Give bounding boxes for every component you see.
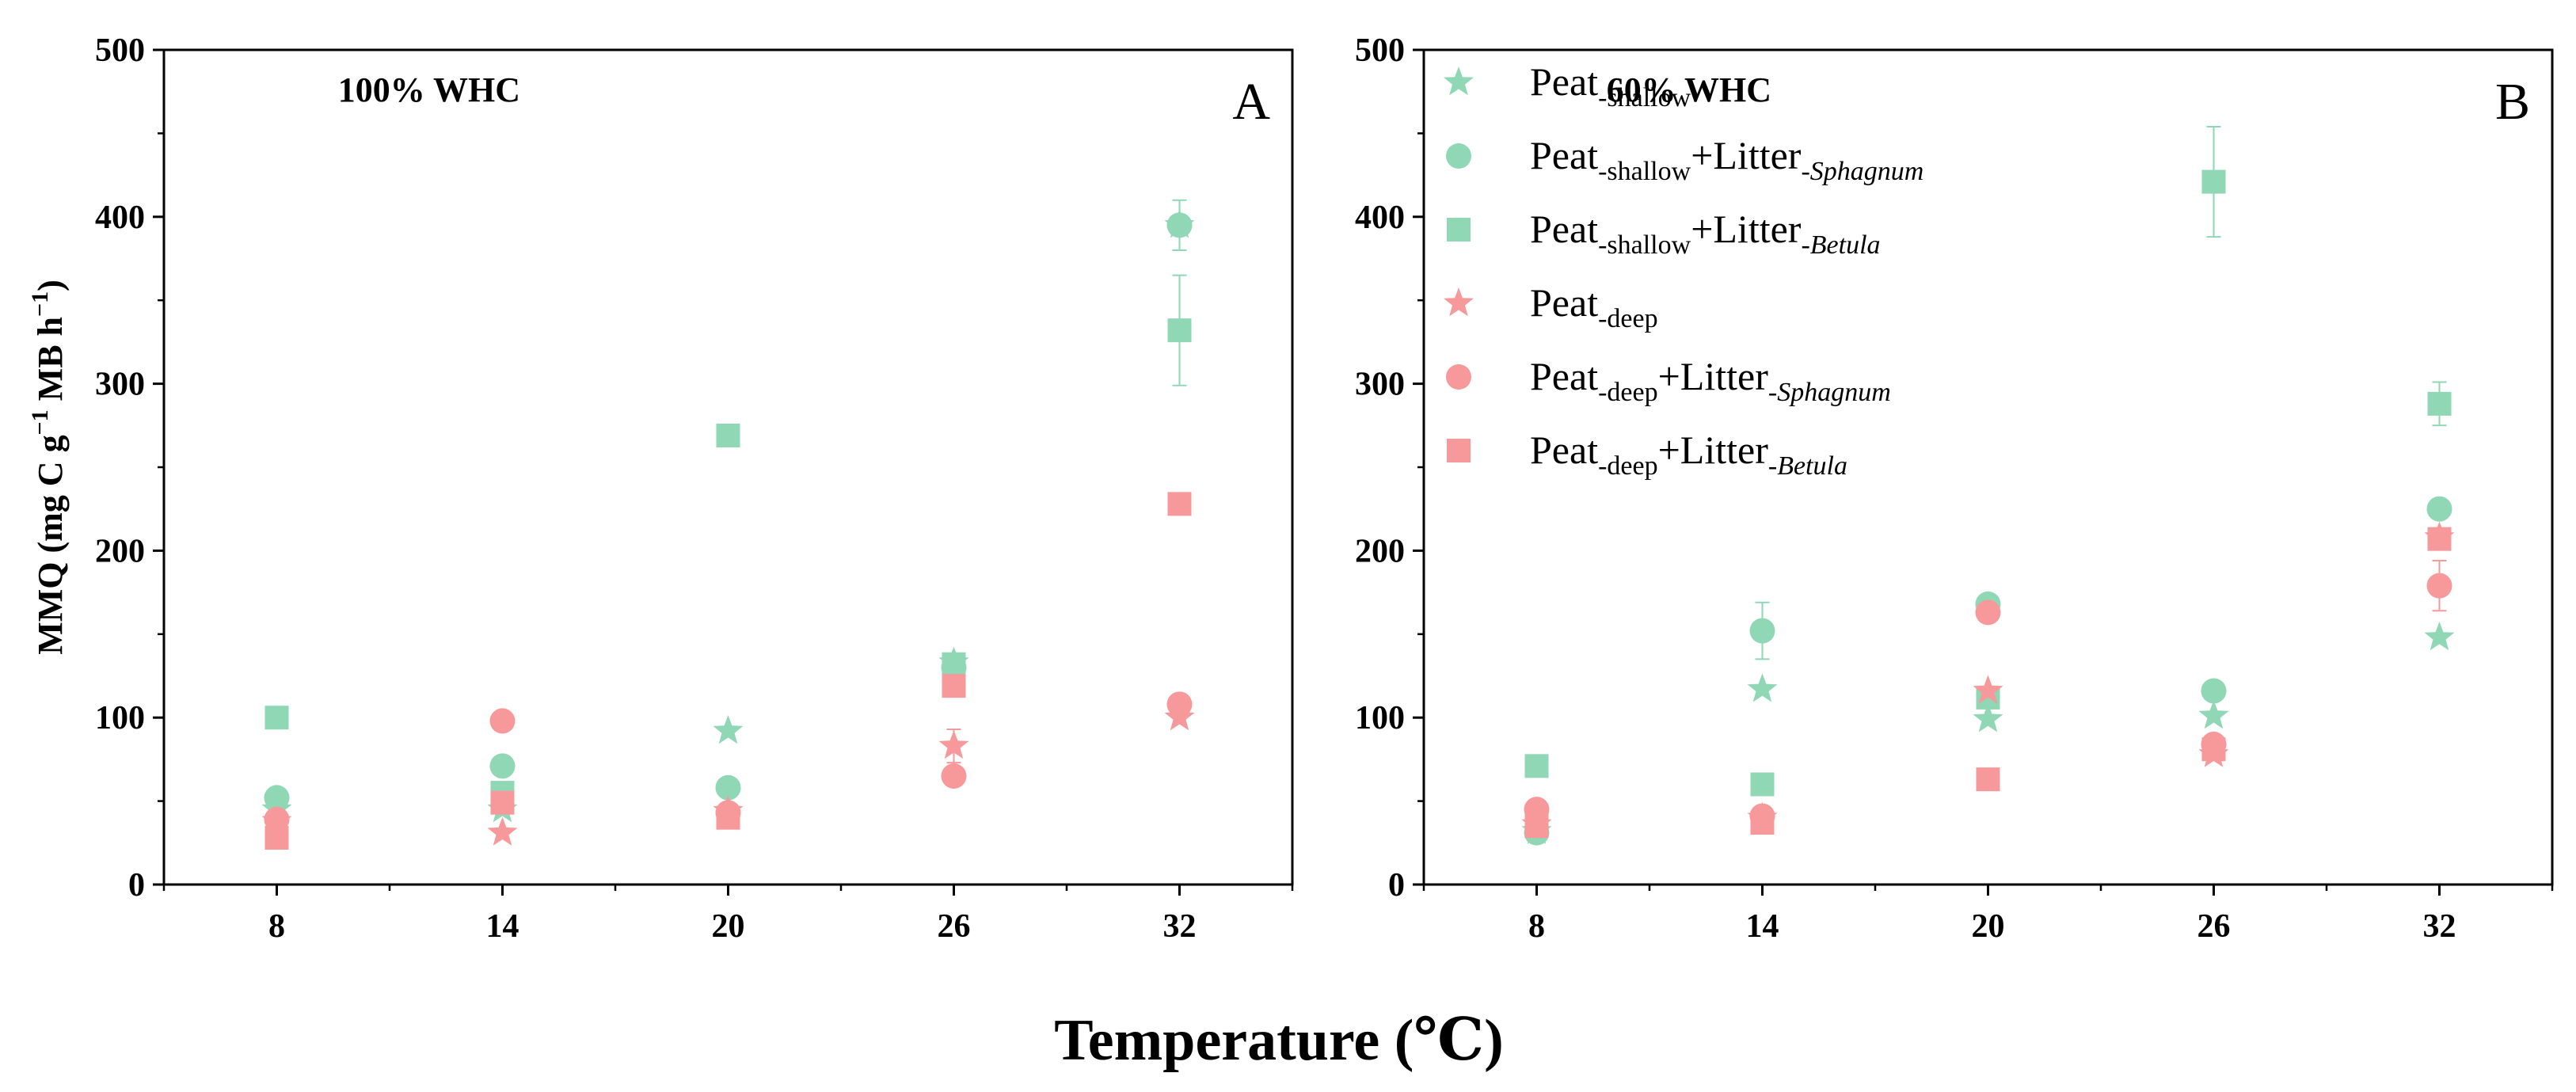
- data-point: [264, 706, 289, 730]
- series-shallow-sphagnum: [1524, 496, 2452, 846]
- y-tick-label: 500: [1355, 32, 1405, 69]
- panel-letter: A: [1232, 73, 1270, 131]
- data-point: [2427, 527, 2452, 551]
- data-point: [1973, 703, 2003, 732]
- legend-label: Peat-deep+Litter-Betula: [1530, 428, 1847, 481]
- panel-b: 0 100 200 300 400 500 8 14 20 26 32 60% WHC B: [1355, 32, 2554, 945]
- legend-item-deep-peat: Peat-deep: [1444, 280, 1658, 333]
- y-tick-label: 500: [95, 32, 145, 69]
- legend-label: Peat-shallow: [1530, 59, 1691, 112]
- series-shallow-betula: [1524, 125, 2452, 797]
- data-point: [264, 806, 290, 832]
- data-point: [2426, 573, 2452, 599]
- data-point: [715, 774, 741, 801]
- panel-title: 60% WHC: [1607, 70, 1771, 109]
- data-point: [1166, 212, 1193, 238]
- panel-title: 100% WHC: [338, 70, 520, 109]
- y-tick-label: 100: [1355, 700, 1405, 736]
- data-point: [2201, 678, 2227, 704]
- data-point: [1524, 814, 1549, 839]
- series-deep-betula: [264, 492, 1192, 850]
- legend-item-shallow-peat: Peat-shallow: [1444, 59, 1691, 112]
- x-tick-label: 32: [2423, 908, 2456, 945]
- legend-marker: [1444, 287, 1474, 317]
- data-point: [713, 715, 744, 744]
- data-point: [942, 652, 966, 676]
- x-tick-label: 32: [1163, 908, 1197, 945]
- data-point: [1167, 492, 1192, 516]
- y-tick-label: 300: [95, 367, 145, 403]
- legend: Peat-shallow Peat-shallow+Litter-Sphagnum…: [1444, 59, 1923, 481]
- y-tick-label: 300: [1355, 367, 1405, 403]
- x-tick-label: 20: [712, 908, 745, 945]
- legend-label: Peat-shallow+Litter-Sphagnum: [1530, 133, 1923, 186]
- panel-letter: B: [2495, 73, 2530, 131]
- data-point: [1747, 673, 1778, 702]
- legend-label: Peat-shallow+Litter-Betula: [1530, 207, 1881, 260]
- data-point: [938, 730, 969, 759]
- legend-label: Peat-deep+Litter-Sphagnum: [1530, 354, 1891, 407]
- x-tick-label: 8: [1528, 908, 1545, 945]
- data-point: [487, 816, 518, 846]
- data-point: [490, 790, 515, 815]
- series-shallow-peat: [261, 209, 1195, 823]
- data-point: [489, 708, 516, 734]
- data-point: [2424, 622, 2455, 651]
- y-tick-label: 200: [1355, 533, 1405, 569]
- data-point: [1750, 772, 1775, 797]
- data-point: [1166, 691, 1193, 717]
- legend-marker: [1447, 218, 1471, 242]
- y-tick-label: 200: [95, 533, 145, 569]
- data-point: [2427, 391, 2452, 416]
- x-tick-label: 26: [2197, 908, 2231, 945]
- data-point: [716, 805, 740, 830]
- data-point: [264, 785, 290, 811]
- legend-item-shallow-sphagnum: Peat-shallow+Litter-Sphagnum: [1446, 133, 1923, 186]
- data-point: [1973, 675, 2003, 704]
- legend-item-deep-sphagnum: Peat-deep+Litter-Sphagnum: [1446, 354, 1891, 407]
- legend-marker: [1447, 439, 1471, 462]
- data-point: [942, 674, 966, 698]
- legend-marker: [1446, 143, 1471, 169]
- y-tick-label: 400: [1355, 200, 1405, 236]
- y-tick-label: 100: [95, 700, 145, 736]
- x-tick-label: 14: [486, 908, 519, 945]
- y-tick-label: 0: [1388, 867, 1405, 904]
- data-point: [716, 423, 740, 447]
- legend-item-shallow-betula: Peat-shallow+Litter-Betula: [1447, 207, 1881, 260]
- series-shallow-peat: [1521, 622, 2455, 844]
- y-axis-label: MMQ (mg C g−1 MB h−1): [27, 280, 70, 655]
- data-point: [489, 753, 516, 779]
- legend-item-deep-betula: Peat-deep+Litter-Betula: [1447, 428, 1847, 481]
- data-point: [2198, 700, 2229, 729]
- legend-marker: [1446, 364, 1471, 390]
- x-tick-label: 20: [1972, 908, 2005, 945]
- panel-a: 0 100 200 300 400 500 8 14 20 26 32 100% WHC A: [95, 32, 1294, 945]
- data-point: [2426, 496, 2452, 522]
- series-deep-betula: [1524, 527, 2452, 839]
- data-point: [2201, 737, 2226, 762]
- legend-marker: [1444, 67, 1474, 96]
- x-axis-label: Temperature (℃): [1054, 1008, 1504, 1073]
- data-point: [1749, 618, 1775, 644]
- data-point: [941, 763, 967, 789]
- x-tick-label: 8: [268, 908, 285, 945]
- plot-frame: [162, 48, 1294, 886]
- data-point: [2201, 169, 2226, 194]
- data-point: [1167, 318, 1192, 343]
- x-tick-label: 26: [938, 908, 971, 945]
- data-point: [1976, 767, 2000, 792]
- y-tick-label: 400: [95, 200, 145, 236]
- series-shallow-betula: [264, 274, 1192, 805]
- data-point: [1750, 811, 1775, 835]
- data-point: [264, 825, 289, 850]
- y-tick-label: 0: [128, 867, 145, 904]
- legend-label: Peat-deep: [1530, 280, 1658, 333]
- data-point: [1524, 754, 1549, 778]
- x-tick-label: 14: [1746, 908, 1779, 945]
- data-point: [1975, 599, 2001, 626]
